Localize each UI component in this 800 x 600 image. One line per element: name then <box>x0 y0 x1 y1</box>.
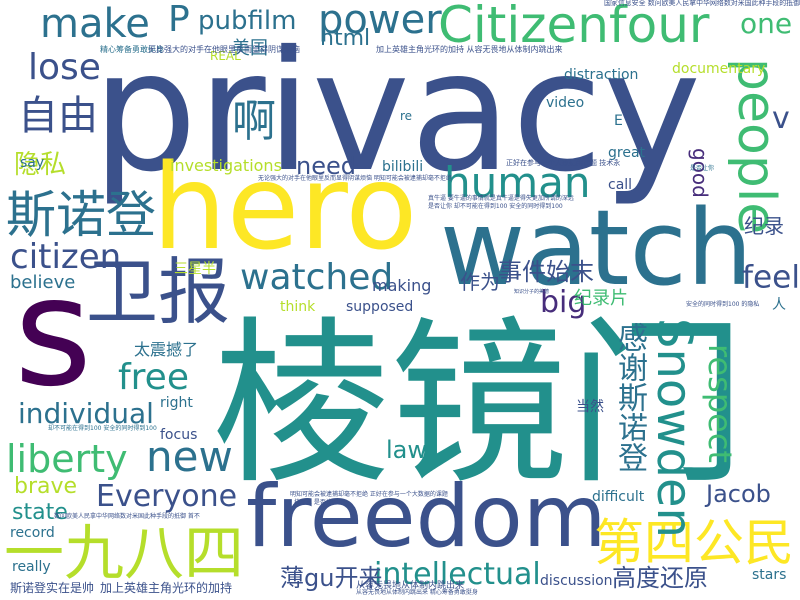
phrase-strong-rival: 无比强大的对手在他眼里反而显得阴谋烦恼 <box>148 45 300 54</box>
word-pubfilm: pubfilm <box>198 6 297 36</box>
word-documentary-film-cn: 纪录片 <box>574 288 628 309</box>
phrase-national-security: 国家信息安全 数问欧美人民拿中华网络数对米国此种手段的抵御 <box>604 0 800 7</box>
word-stars: stars <box>752 567 787 583</box>
word-one: one <box>740 7 793 40</box>
word-great: great <box>608 145 646 161</box>
word-record: record <box>10 525 55 541</box>
word-make: make <box>40 1 150 47</box>
word-privacy-cn: 隐私 <box>14 150 67 180</box>
word-really: really <box>12 559 51 575</box>
word-video: video <box>546 95 585 111</box>
word-html: html <box>320 26 371 51</box>
word-everyone: Everyone <box>96 479 238 514</box>
word-feel: feel <box>742 259 800 296</box>
word-hero: hero <box>152 138 418 276</box>
word-real: REAL <box>210 49 241 63</box>
phrase-jump-prepare: 从容无畏地从体制内跳出来 精心筹备勇敢挺身 <box>356 589 478 596</box>
phrase-prepare-brave: 精心筹备勇敢挺身 <box>100 45 164 54</box>
word-people: people <box>726 58 786 235</box>
phrase-hero-halo-jump: 加上英雄主角光环的加持 从容无畏地从体制内跳出来 <box>376 45 563 54</box>
word-p: P <box>168 0 190 40</box>
word-think: think <box>280 299 316 315</box>
phrase-arrest-bigdata: 明知可能会被逮捕却毫不拒绝 正好在参与一个大数据的课题 <box>290 491 448 498</box>
word-thanks-snowden: 感谢斯诺登 <box>612 322 647 472</box>
word-full-story: 事件始末 <box>498 258 594 286</box>
phrase-privacy-percent: 安全的同时得到100 的隐私 <box>686 301 760 308</box>
word-freedom-cn: 自由 <box>18 93 98 139</box>
word-need: need <box>296 152 356 180</box>
word-citizenfour: Citizenfour <box>438 0 710 54</box>
word-good: good <box>688 148 712 198</box>
word-new: new <box>146 432 233 481</box>
word-watch: watch <box>440 187 753 309</box>
word-jacob: Jacob <box>706 480 771 508</box>
word-law: law <box>386 436 428 464</box>
word-bo-gu-kailai: 薄gu开来 <box>280 564 383 592</box>
word-so-shocking: 太震撼了 <box>134 340 199 359</box>
word-difficult: difficult <box>592 489 645 505</box>
phrase-westerners-question: 数问欧美人民拿中华网络数对米国此种手段的抵御 首不 <box>54 513 200 520</box>
word-prism-gate: 棱镜门 <box>212 301 746 508</box>
word-as: 作为 <box>460 270 500 294</box>
word-watched: watched <box>240 257 394 298</box>
word-discussion: discussion <box>540 573 613 589</box>
word-ah: 啊 <box>232 96 276 147</box>
phrase-security-tradeoff: 是否让你 却不可能在得到100 安全的同时得到100 <box>428 203 563 210</box>
phrase-truly-awesome: 真牛逼 要牛逼的事情就是真牛逼是得失更加所谓的深远 <box>428 195 574 202</box>
word-brave: brave <box>14 474 78 499</box>
word-lose: lose <box>28 47 101 88</box>
word-call: call <box>608 177 633 193</box>
phrase-jump-out-system: 从容无畏地从体制内跳出来 <box>356 581 465 591</box>
word-citizen: citizen <box>10 237 122 277</box>
word-state: state <box>12 500 68 525</box>
word-freedom: freedom <box>246 467 607 567</box>
word-person: 人 <box>772 297 786 313</box>
word-individual: individual <box>18 397 154 430</box>
word-e: E <box>614 113 623 129</box>
word-investigations: investigations <box>170 156 282 175</box>
word-documentary: documentary <box>672 61 766 77</box>
word-supposed: supposed <box>346 299 414 315</box>
phrase-big-data-project: 正好在参与一个大数据的课题 技术永 <box>506 159 621 167</box>
word-liberty: liberty <box>6 437 128 481</box>
word-three-and-half-stars: 三星半 <box>174 261 216 277</box>
word-1984: 一九八四 <box>4 519 244 589</box>
phrase-willing-arrest: 无论强大的对手在他眼里反而显得阴谋烦恼 明知可能会被逮捕却毫不拒绝 <box>258 175 452 182</box>
word-snowden: Snowden <box>646 318 702 538</box>
phrase-intellectual-virtue: 知识分子的美德 <box>514 289 550 295</box>
word-free: free <box>118 357 189 398</box>
word-distraction: distraction <box>564 67 639 83</box>
word-snowden-cn: 斯诺登 <box>6 186 156 244</box>
word-s: s <box>14 246 93 420</box>
word-highly-restored: 高度还原 <box>612 564 708 592</box>
word-human: human <box>444 158 591 207</box>
word-believe: believe <box>10 272 76 293</box>
word-usa: 美国 <box>232 38 268 59</box>
word-bilibili: bilibili <box>382 159 424 175</box>
word-right: right <box>160 395 193 411</box>
word-documentary-cn: 纪录 <box>744 214 784 238</box>
word-say: say <box>20 155 45 171</box>
word-big: big <box>540 285 587 320</box>
word-intellectual: intellectual <box>374 557 541 592</box>
word-power: power <box>318 0 442 43</box>
word-of-course: 当然 <box>576 399 604 415</box>
phrase-security-tradeoff-2: 却不可能在得到100 安全的同时得到100 <box>48 425 157 432</box>
phrase-snowden-handsome: 斯诺登实在是帅 <box>10 581 95 595</box>
word-respect: respect <box>701 344 739 463</box>
word-the-guardian: 卫报 <box>86 250 231 334</box>
word-re: re <box>400 109 413 123</box>
word-making: making <box>372 276 432 295</box>
word-focus: focus <box>160 427 198 443</box>
phrase-tech-ask: 技术永 是否让你 <box>294 499 338 506</box>
word-privacy: privacy <box>92 16 702 209</box>
phrase-hero-halo: 加上英雄主角光环的加持 <box>100 581 233 595</box>
word-fourth-citizen: 第四公民 <box>594 514 794 572</box>
phrase-ask-you: 是否让你 <box>690 165 715 172</box>
word-v: v <box>772 101 790 136</box>
